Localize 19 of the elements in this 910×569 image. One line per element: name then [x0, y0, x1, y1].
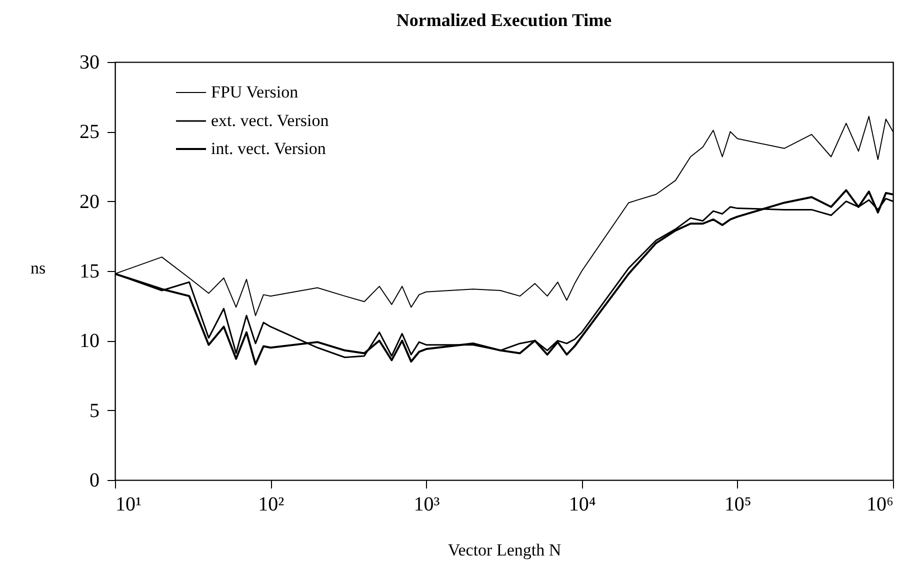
x-tick-label: 10⁴ [568, 494, 596, 516]
y-axis-title: ns [30, 258, 46, 278]
x-tick-label: 10³ [414, 494, 440, 516]
x-tick-label: 10² [258, 494, 284, 516]
legend-label: ext. vect. Version [211, 111, 330, 130]
y-tick-label: 25 [80, 121, 100, 144]
chart-title: Normalized Execution Time [396, 10, 612, 30]
y-tick-label: 15 [80, 260, 100, 282]
x-tick-label: 10¹ [116, 494, 142, 516]
legend-label: int. vect. Version [211, 139, 326, 158]
x-axis-title: Vector Length N [448, 540, 562, 560]
legend-label: FPU Version [211, 82, 299, 102]
y-tick-label: 30 [80, 52, 100, 74]
x-tick-label: 10⁶ [866, 494, 894, 516]
x-tick-label: 10⁵ [724, 494, 752, 516]
y-tick-label: 0 [90, 470, 100, 492]
y-tick-label: 5 [90, 400, 100, 422]
y-tick-label: 20 [80, 190, 100, 213]
y-tick-label: 10 [80, 330, 100, 352]
